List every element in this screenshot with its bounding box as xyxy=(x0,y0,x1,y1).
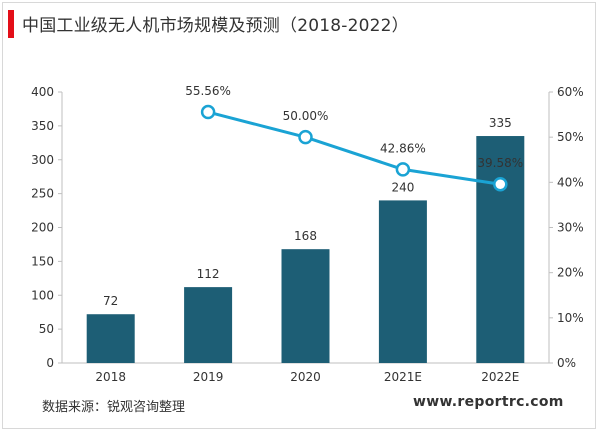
bar-value-label: 112 xyxy=(197,267,220,281)
y2-tick-label: 60% xyxy=(557,85,584,99)
y-tick-label: 350 xyxy=(31,119,54,133)
bar-2020 xyxy=(281,249,330,363)
chart-title: 中国工业级无人机市场规模及预测（2018-2022） xyxy=(22,16,409,36)
y-tick-label: 400 xyxy=(31,85,54,99)
y-tick-label: 100 xyxy=(31,288,54,302)
y2-tick-label: 40% xyxy=(557,175,584,189)
y-tick-label: 300 xyxy=(31,153,54,167)
title-accent-bar xyxy=(8,10,14,38)
growth-rate-point xyxy=(200,104,216,120)
bar-value-label: 168 xyxy=(294,229,317,243)
y-tick-label: 250 xyxy=(31,187,54,201)
growth-rate-point xyxy=(493,176,508,192)
bar-2021E xyxy=(378,200,427,363)
bar-value-label: 240 xyxy=(391,180,414,194)
growth-rate-label: 55.56% xyxy=(185,84,231,98)
y2-tick-label: 30% xyxy=(557,221,584,235)
growth-rate-label: 39.58% xyxy=(477,156,523,170)
growth-rate-label: 50.00% xyxy=(283,109,329,123)
y2-tick-label: 10% xyxy=(557,311,584,325)
y-tick-label: 50 xyxy=(39,322,54,336)
bar-2018 xyxy=(86,314,135,363)
bar-2019 xyxy=(184,287,233,363)
y2-tick-label: 0% xyxy=(557,356,576,370)
x-tick-label: 2020 xyxy=(290,370,321,384)
y2-tick-label: 50% xyxy=(557,130,584,144)
bar-2022E xyxy=(476,136,525,363)
x-tick-label: 2019 xyxy=(193,370,224,384)
y-tick-label: 150 xyxy=(31,254,54,268)
y-tick-label: 200 xyxy=(31,221,54,235)
growth-rate-label: 42.86% xyxy=(380,141,426,155)
growth-rate-line xyxy=(207,110,501,186)
bar-value-label: 72 xyxy=(103,294,118,308)
website-label: www.reportrc.com xyxy=(413,394,564,410)
growth-rate-point xyxy=(298,129,313,145)
growth-rate-point xyxy=(395,162,411,177)
x-tick-label: 2021E xyxy=(384,370,422,384)
source-note: 数据来源：锐观咨询整理 xyxy=(42,400,186,415)
bar-value-label: 335 xyxy=(489,116,512,130)
y2-tick-label: 20% xyxy=(557,266,584,280)
x-tick-label: 2018 xyxy=(95,370,126,384)
y-tick-label: 0 xyxy=(46,356,54,370)
x-tick-label: 2022E xyxy=(481,370,519,384)
